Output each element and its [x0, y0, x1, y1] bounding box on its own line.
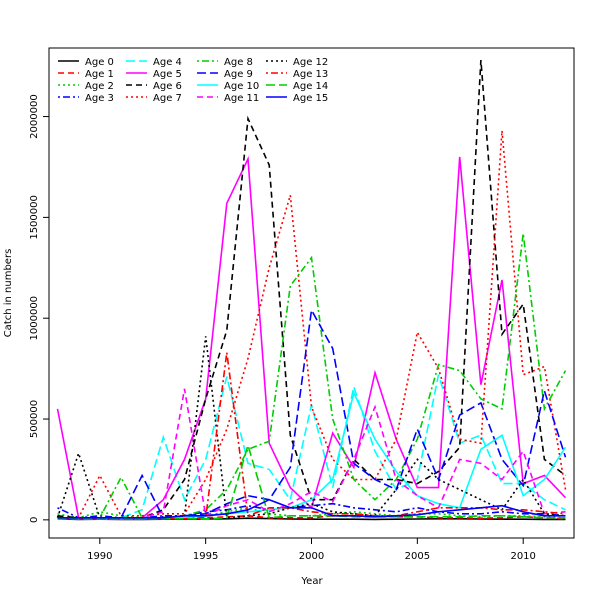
legend-label: Age 10 — [224, 81, 259, 92]
legend-label: Age 13 — [293, 69, 328, 80]
legend-label: Age 15 — [293, 93, 328, 104]
y-tick-label: 1000000 — [29, 296, 40, 341]
series-line-age-8 — [57, 233, 567, 519]
legend-label: Age 3 — [85, 93, 114, 104]
legend-label: Age 0 — [85, 57, 114, 68]
series-layer — [56, 60, 567, 521]
legend-label: Age 6 — [153, 81, 182, 92]
y-axis: 0 500000 1000000 1500000 2000000 — [29, 94, 49, 523]
x-tick-label: 2000 — [299, 551, 324, 562]
y-axis-title: Catch in numbers — [3, 249, 14, 338]
series-line-age-3 — [57, 502, 566, 519]
x-tick-label: 2010 — [510, 551, 535, 562]
legend-label: Age 12 — [293, 57, 328, 68]
legend-label: Age 8 — [224, 57, 253, 68]
series-line-age-7 — [57, 130, 567, 519]
legend-label: Age 9 — [224, 69, 253, 80]
series-line-age-6 — [57, 60, 566, 519]
series-line-age-15 — [57, 498, 566, 519]
x-axis-title: Year — [300, 576, 323, 587]
legend-label: Age 5 — [153, 69, 182, 80]
legend-label: Age 14 — [293, 81, 328, 92]
series-line-age-13 — [57, 352, 566, 520]
y-tick-label: 2000000 — [29, 94, 40, 139]
x-axis: 1990 1995 2000 2005 2010 — [87, 538, 536, 562]
y-tick-label: 1500000 — [29, 195, 40, 240]
x-tick-label: 1995 — [193, 551, 218, 562]
y-tick-label: 500000 — [29, 400, 40, 438]
series-line-age-9 — [57, 307, 567, 519]
series-line-age-12 — [56, 336, 566, 519]
x-tick-label: 2005 — [405, 551, 430, 562]
y-tick-label: 0 — [29, 517, 40, 523]
legend-label: Age 1 — [85, 69, 114, 80]
series-line-age-5 — [56, 155, 567, 519]
series-line-age-14 — [57, 442, 566, 520]
plot-frame — [48, 47, 575, 539]
series-line-age-4 — [57, 374, 566, 520]
legend-label: Age 7 — [153, 93, 182, 104]
x-tick-label: 1990 — [87, 551, 112, 562]
legend-label: Age 11 — [224, 93, 259, 104]
legend-label: Age 4 — [153, 57, 182, 68]
legend-label: Age 2 — [85, 81, 114, 92]
